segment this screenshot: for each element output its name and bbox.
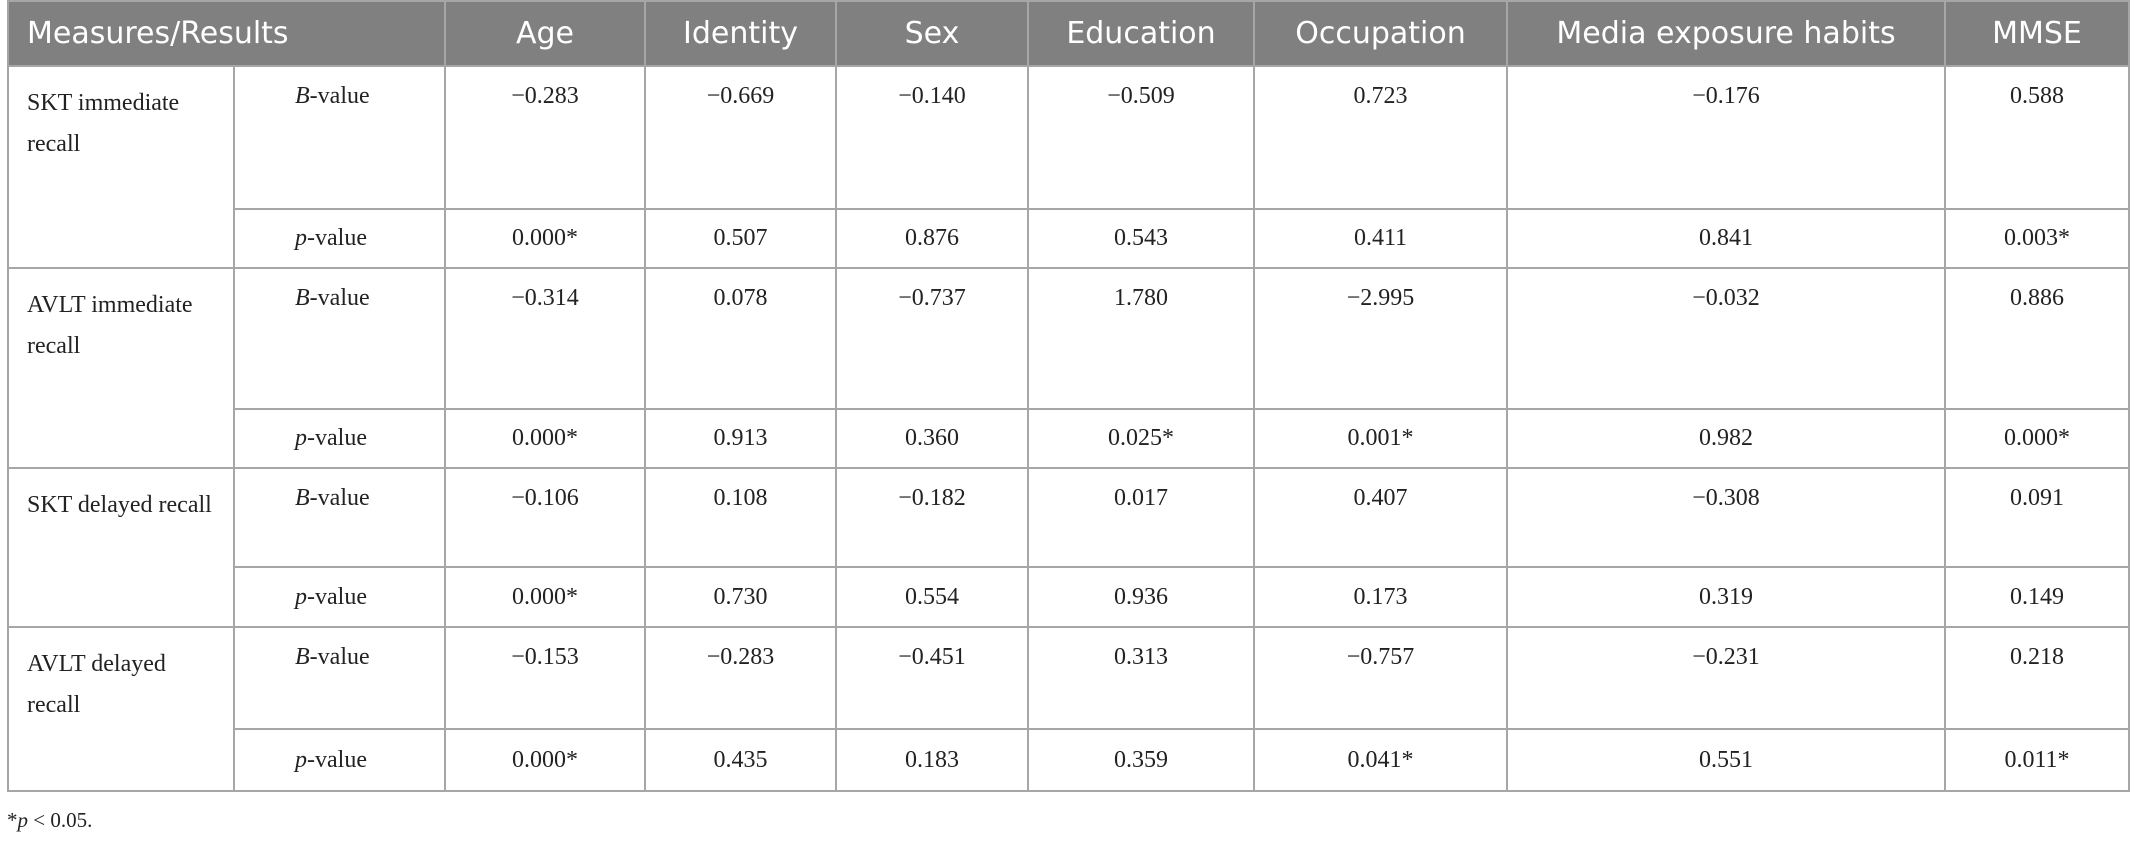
cell-value: 0.543 xyxy=(1027,208,1255,269)
measure-label: p-value xyxy=(233,408,446,469)
cell-value: 0.108 xyxy=(644,467,837,568)
cell-value: −0.509 xyxy=(1027,65,1255,210)
measure-label: B-value xyxy=(233,65,446,210)
measure-label: B-value xyxy=(233,626,446,730)
column-header: Age xyxy=(444,0,646,67)
cell-value: −0.757 xyxy=(1253,626,1508,730)
cell-value: −0.032 xyxy=(1506,267,1946,410)
cell-value: 0.000* xyxy=(444,728,646,792)
cell-value: −0.140 xyxy=(835,65,1029,210)
cell-value: 0.936 xyxy=(1027,566,1255,628)
cell-value: 0.551 xyxy=(1506,728,1946,792)
cell-value: 0.218 xyxy=(1944,626,2130,730)
cell-value: −0.737 xyxy=(835,267,1029,410)
cell-value: 0.000* xyxy=(1944,408,2130,469)
column-header: Media exposure habits xyxy=(1506,0,1946,67)
column-header: Sex xyxy=(835,0,1029,67)
cell-value: −0.106 xyxy=(444,467,646,568)
column-header: MMSE xyxy=(1944,0,2130,67)
cell-value: 0.149 xyxy=(1944,566,2130,628)
cell-value: 0.507 xyxy=(644,208,837,269)
cell-value: 0.017 xyxy=(1027,467,1255,568)
cell-value: 0.319 xyxy=(1506,566,1946,628)
cell-value: −2.995 xyxy=(1253,267,1508,410)
cell-value: −0.308 xyxy=(1506,467,1946,568)
cell-value: 0.183 xyxy=(835,728,1029,792)
column-header: Identity xyxy=(644,0,837,67)
group-label: AVLT immediate recall xyxy=(7,267,235,469)
table-row: p-value 0.000* 0.435 0.183 0.359 0.041* 0.551 0… xyxy=(8,728,2130,792)
cell-value: 0.313 xyxy=(1027,626,1255,730)
cell-value: 0.078 xyxy=(644,267,837,410)
cell-value: −0.182 xyxy=(835,467,1029,568)
measure-label: B-value xyxy=(233,467,446,568)
cell-value: 0.003* xyxy=(1944,208,2130,269)
cell-value: −0.231 xyxy=(1506,626,1946,730)
cell-value: 0.435 xyxy=(644,728,837,792)
group-label: SKT delayed recall xyxy=(7,467,235,628)
cell-value: 0.001* xyxy=(1253,408,1508,469)
cell-value: 0.841 xyxy=(1506,208,1946,269)
cell-value: 0.723 xyxy=(1253,65,1508,210)
cell-value: 0.360 xyxy=(835,408,1029,469)
footnote: *p < 0.05. xyxy=(7,808,93,832)
table-row: p-value 0.000* 0.507 0.876 0.543 0.411 0.841 0.… xyxy=(8,208,2130,269)
cell-value: 0.730 xyxy=(644,566,837,628)
column-header: Measures/Results xyxy=(7,0,446,67)
cell-value: −0.669 xyxy=(644,65,837,210)
header-row: Measures/Results Age Identity Sex Education O… xyxy=(7,0,2130,67)
cell-value: 0.359 xyxy=(1027,728,1255,792)
cell-value: 0.982 xyxy=(1506,408,1946,469)
measure-label: p-value xyxy=(233,208,446,269)
results-table: Measures/Results Age Identity Sex Education O… xyxy=(7,0,2130,792)
measure-label: p-value xyxy=(233,566,446,628)
cell-value: 0.000* xyxy=(444,408,646,469)
cell-value: −0.153 xyxy=(444,626,646,730)
cell-value: −0.176 xyxy=(1506,65,1946,210)
table-row: AVLT immediate recall B-value −0.314 0.078−… xyxy=(7,267,2130,469)
measure-label: p-value xyxy=(233,728,446,792)
table-row: SKT delayed recall B-value −0.106 0.108 −0.1… xyxy=(7,467,2130,628)
cell-value: 0.091 xyxy=(1944,467,2130,568)
cell-value: 0.913 xyxy=(644,408,837,469)
cell-value: −0.283 xyxy=(644,626,837,730)
measure-label: B-value xyxy=(233,267,446,410)
cell-value: −0.283 xyxy=(444,65,646,210)
cell-value: 0.411 xyxy=(1253,208,1508,269)
cell-value: 0.588 xyxy=(1944,65,2130,210)
cell-value: 0.041* xyxy=(1253,728,1508,792)
cell-value: 0.407 xyxy=(1253,467,1508,568)
group-label: SKT immediate recall xyxy=(7,65,235,269)
cell-value: 0.173 xyxy=(1253,566,1508,628)
table-row: p-value 0.000* 0.913 0.360 0.025* 0.001* 0.982… xyxy=(8,408,2130,469)
column-header: Education xyxy=(1027,0,1255,67)
column-header: Occupation xyxy=(1253,0,1508,67)
cell-value: 0.025* xyxy=(1027,408,1255,469)
cell-value: 0.554 xyxy=(835,566,1029,628)
cell-value: −0.314 xyxy=(444,267,646,410)
group-label: AVLT delayed recall xyxy=(7,626,235,792)
cell-value: 0.000* xyxy=(444,208,646,269)
cell-value: 0.886 xyxy=(1944,267,2130,410)
cell-value: 0.000* xyxy=(444,566,646,628)
cell-value: 1.780 xyxy=(1027,267,1255,410)
cell-value: 0.011* xyxy=(1944,728,2130,792)
cell-value: 0.876 xyxy=(835,208,1029,269)
table-row: AVLT delayed recall B-value −0.153 −0.283 −0… xyxy=(7,626,2130,792)
table-body: SKT immediate recall B-value −0.283 −0.669−… xyxy=(7,65,2130,792)
table-row: p-value 0.000* 0.730 0.554 0.936 0.173 0.319 0.… xyxy=(8,566,2130,628)
table-row: SKT immediate recall B-value −0.283 −0.669−… xyxy=(7,65,2130,269)
cell-value: −0.451 xyxy=(835,626,1029,730)
